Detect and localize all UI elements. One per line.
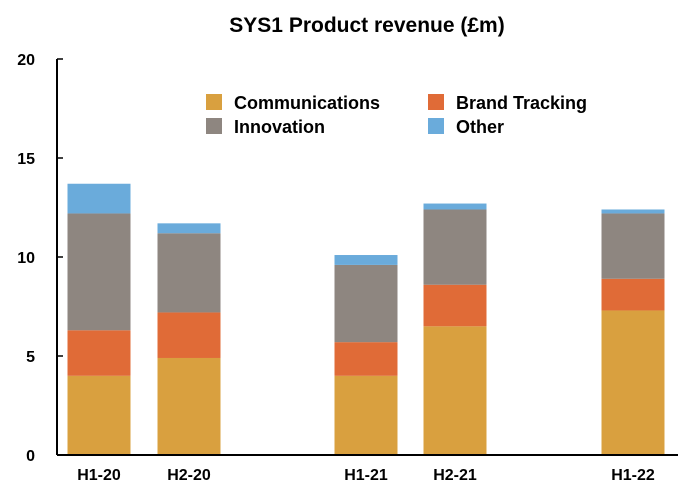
bar-segment-brand-tracking-h1-21 — [334, 342, 398, 376]
bar-segment-brand-tracking-h1-22 — [601, 278, 665, 311]
x-tick-label: H2-21 — [433, 467, 477, 484]
bar-segment-communications-h1-21 — [334, 375, 398, 455]
x-tick-label: H1-20 — [77, 467, 121, 484]
legend-label-innovation: Innovation — [234, 117, 325, 137]
legend-swatch-other — [428, 118, 444, 134]
y-tick-label: 20 — [17, 52, 35, 69]
bar-segment-other-h1-20 — [67, 183, 131, 214]
bar-segment-brand-tracking-h1-20 — [67, 330, 131, 376]
x-tick-label: H1-21 — [344, 467, 388, 484]
x-tick-label: H2-20 — [167, 467, 211, 484]
bars-group — [67, 183, 665, 455]
chart-title: SYS1 Product revenue (£m) — [229, 14, 504, 37]
bar-segment-other-h1-22 — [601, 209, 665, 214]
bar-segment-communications-h1-22 — [601, 310, 665, 455]
bar-segment-other-h1-21 — [334, 255, 398, 265]
y-tick-label: 10 — [17, 250, 35, 267]
bar-segment-communications-h1-20 — [67, 375, 131, 455]
legend-label-communications: Communications — [234, 93, 380, 113]
legend-label-other: Other — [456, 117, 504, 137]
legend-swatch-communications — [206, 94, 222, 110]
y-tick-label: 0 — [26, 448, 35, 465]
bar-segment-other-h2-21 — [423, 203, 487, 210]
legend: Communications Brand Tracking Innovation Ot… — [206, 93, 587, 137]
bar-segment-innovation-h1-22 — [601, 213, 665, 279]
y-tick-label: 15 — [17, 151, 35, 168]
bar-segment-innovation-h1-20 — [67, 213, 131, 331]
bar-segment-communications-h2-21 — [423, 326, 487, 455]
x-tick-label: H1-22 — [611, 467, 655, 484]
y-tick-label: 5 — [26, 349, 35, 366]
legend-swatch-brand-tracking — [428, 94, 444, 110]
bar-segment-other-h2-20 — [157, 223, 221, 234]
bar-segment-brand-tracking-h2-20 — [157, 312, 221, 358]
legend-swatch-innovation — [206, 118, 222, 134]
bar-segment-communications-h2-20 — [157, 357, 221, 455]
legend-label-brand-tracking: Brand Tracking — [456, 93, 587, 113]
bar-segment-innovation-h2-21 — [423, 209, 487, 285]
axes-group: 0 5 10 15 20 H1-20 H2-20 H1-21 H2-21 H1-22 — [17, 52, 678, 484]
bar-segment-innovation-h1-21 — [334, 264, 398, 343]
bar-segment-brand-tracking-h2-21 — [423, 284, 487, 327]
bar-segment-innovation-h2-20 — [157, 233, 221, 313]
